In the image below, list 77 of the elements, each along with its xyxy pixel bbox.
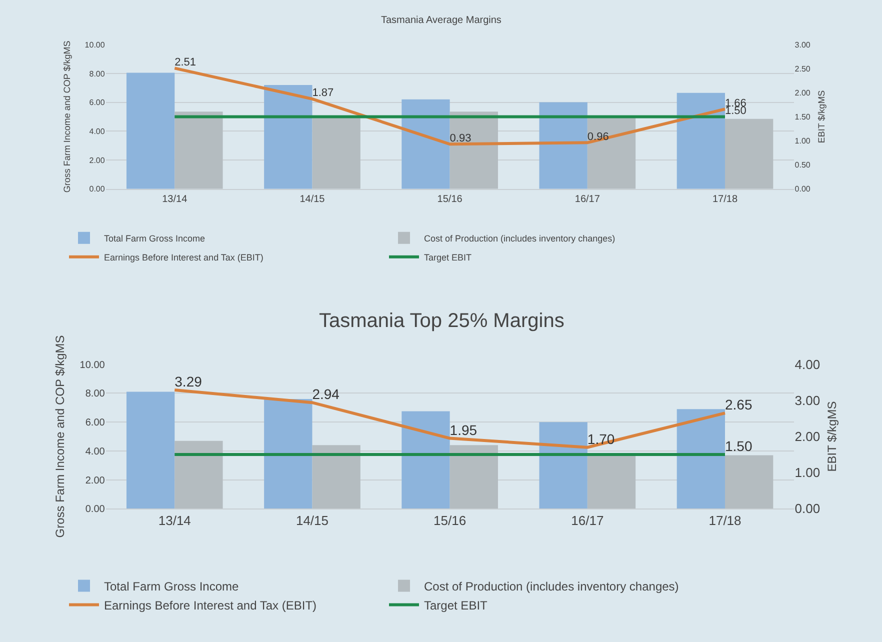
x-tick-label: 17/18 — [708, 513, 742, 528]
legend-label: Earnings Before Interest and Tax (EBIT) — [104, 598, 317, 612]
data-label: 2.51 — [174, 56, 196, 68]
legend-label: Total Farm Gross Income — [104, 233, 206, 244]
y2-tick-label: 0.00 — [794, 184, 811, 194]
bar — [402, 99, 450, 189]
y2-tick-label: 2.50 — [794, 64, 811, 74]
y-axis-title: Gross Farm Income and COP $/kgMS — [62, 40, 72, 193]
legend-label: Target EBIT — [424, 598, 488, 612]
bar — [312, 118, 360, 189]
y-axis-title: Gross Farm Income and COP $/kgMS — [53, 335, 68, 538]
data-label: 1.50 — [725, 438, 752, 454]
line-series — [173, 66, 726, 146]
bar — [539, 102, 588, 189]
x-tick-label: 13/14 — [158, 513, 191, 528]
y-tick-label: 8.00 — [85, 388, 106, 400]
y2-tick-label: 3.00 — [794, 40, 811, 50]
y-tick-label: 0.00 — [85, 504, 106, 516]
bar — [126, 392, 175, 509]
line-series — [173, 388, 726, 449]
bar — [676, 409, 725, 509]
bar — [539, 422, 588, 509]
y2-tick-label: 1.00 — [794, 136, 811, 146]
data-label: 2.65 — [725, 396, 752, 413]
chart-title: Tasmania Top 25% Margins — [319, 310, 564, 332]
y-tick-label: 0.00 — [89, 184, 106, 194]
y2-tick-label: 2.00 — [794, 88, 811, 98]
bar — [402, 411, 450, 509]
data-label: 0.93 — [450, 132, 472, 144]
bar — [174, 440, 223, 509]
y-tick-label: 6.00 — [85, 418, 106, 429]
y-tick-label: 2.00 — [89, 156, 106, 165]
bar — [126, 72, 175, 189]
bar — [264, 399, 312, 509]
bar — [587, 118, 636, 189]
y2-tick-label: 0.50 — [794, 160, 811, 170]
bar — [725, 455, 774, 509]
y2-tick-label: 2.00 — [794, 429, 820, 444]
data-label: 2.94 — [312, 386, 340, 402]
data-label: 3.29 — [174, 373, 202, 390]
y2-tick-label: 3.00 — [794, 392, 820, 408]
x-tick-label: 16/17 — [571, 513, 604, 528]
data-label: 1.70 — [587, 430, 615, 447]
legend-label: Cost of Production (includes inventory changes) — [424, 233, 616, 244]
data-label: 1.87 — [312, 87, 334, 100]
bar — [450, 445, 498, 509]
x-tick-label: 14/15 — [300, 194, 326, 205]
x-tick-label: 16/17 — [574, 194, 600, 205]
y-tick-label: 8.00 — [89, 69, 106, 78]
y2-tick-label: 4.00 — [794, 356, 820, 372]
x-tick-label: 17/18 — [712, 194, 738, 205]
legend-label: Cost of Production (includes inventory changes) — [424, 579, 679, 594]
chart-title: Tasmania Average Margins — [381, 15, 502, 26]
y-tick-label: 6.00 — [89, 98, 106, 108]
bar — [676, 92, 725, 189]
y2-tick-label: 1.50 — [794, 112, 811, 122]
y-tick-label: 10.00 — [84, 40, 106, 50]
legend-label: Target EBIT — [424, 252, 472, 262]
y2-tick-label: 1.00 — [794, 465, 820, 480]
x-tick-label: 13/14 — [162, 194, 188, 205]
data-label: 1.95 — [450, 422, 478, 438]
y2-axis-title: EBIT $/kgMS — [825, 401, 840, 472]
x-tick-label: 15/16 — [434, 513, 466, 528]
y-tick-label: 4.00 — [85, 446, 106, 458]
legend-label: Total Farm Gross Income — [104, 579, 240, 594]
y2-tick-label: 0.00 — [794, 501, 820, 516]
y-tick-label: 2.00 — [85, 475, 106, 486]
legend-label: Earnings Before Interest and Tax (EBIT) — [104, 252, 264, 262]
x-tick-label: 14/15 — [296, 513, 329, 528]
bar — [264, 85, 312, 189]
y-tick-label: 10.00 — [80, 360, 106, 371]
y2-axis-title: EBIT $/kgMS — [816, 90, 827, 144]
y-tick-label: 4.00 — [89, 126, 106, 136]
bar — [174, 112, 223, 189]
bar — [312, 445, 360, 509]
x-tick-label: 15/16 — [437, 194, 463, 205]
bar — [725, 118, 774, 189]
